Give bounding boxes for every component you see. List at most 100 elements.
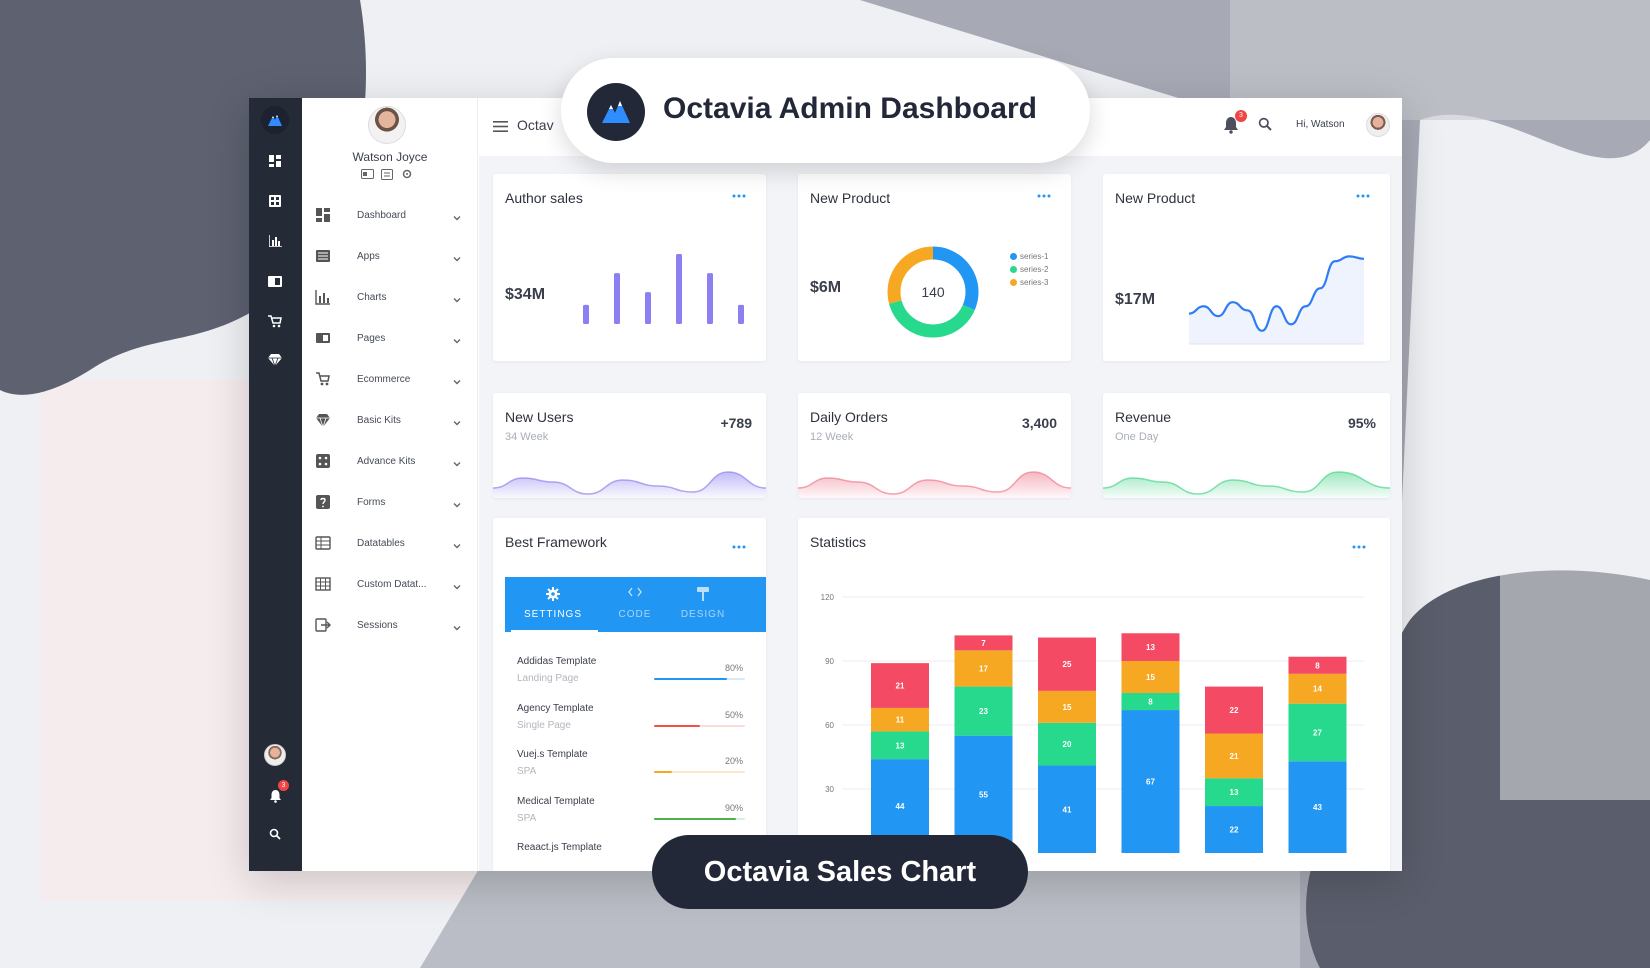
bell-icon[interactable] [1223, 116, 1239, 139]
stat-bar-segment [1121, 661, 1180, 693]
stat-bar-label: 13 [1146, 643, 1155, 652]
progress-track [654, 817, 745, 820]
sidebar-item-dashboard[interactable]: Dashboard [302, 201, 478, 229]
rail-dashboard-icon[interactable] [263, 149, 287, 173]
rail-avatar[interactable] [263, 743, 287, 767]
legend-swatch [1010, 266, 1017, 273]
tab-code[interactable]: CODE [590, 577, 680, 632]
chevron-down-icon [452, 210, 462, 221]
stat-bar-segment [1205, 686, 1263, 734]
avatar [264, 744, 286, 766]
framework-row[interactable]: Vuej.s Template SPA 20% [517, 749, 745, 795]
sidebar-item-ecommerce[interactable]: Ecommerce [302, 365, 478, 393]
sidebar-item-label: Apps [357, 250, 380, 262]
stat-bar-label: 25 [1063, 660, 1072, 669]
message-icon[interactable] [380, 168, 394, 180]
banner-title: Octavia Admin Dashboard [663, 92, 1037, 125]
sidebar-item-custom-datat[interactable]: Custom Datat... [302, 570, 478, 598]
sidebar-item-label: Basic Kits [357, 414, 401, 426]
sidebar-item-pages[interactable]: Pages [302, 324, 478, 352]
sidebar-item-label: Advance Kits [357, 455, 416, 467]
profile-actions [360, 168, 414, 180]
sidebar-item-label: Charts [357, 291, 387, 303]
legend-item[interactable]: series-1 [1010, 250, 1048, 263]
stat-bar-segment [1121, 693, 1180, 711]
banner-footer: Octavia Sales Chart [703, 856, 977, 888]
framework-type: Single Page [517, 719, 571, 731]
author-sales-bar [676, 254, 682, 324]
rail-apps-icon[interactable] [263, 189, 287, 213]
rail-notification-badge: 3 [278, 780, 289, 791]
y-tick-label: 30 [825, 785, 834, 794]
menu-icon[interactable] [493, 119, 508, 137]
tab-design[interactable]: DESIGN [658, 577, 748, 632]
sidebar-item-basic-kits[interactable]: Basic Kits [302, 406, 478, 434]
more-options-icon[interactable] [1356, 194, 1370, 198]
user-greeting[interactable]: Hi, Watson [1296, 119, 1345, 130]
daily-orders-card: Daily Orders 12 Week 3,400 [798, 393, 1071, 498]
framework-type: SPA [517, 766, 537, 777]
rail-logo-icon[interactable] [261, 106, 289, 134]
id-card-icon[interactable] [360, 168, 374, 180]
sidebar-item-datatables[interactable]: Datatables [302, 529, 478, 557]
framework-row[interactable]: Reaact.js Template [517, 842, 745, 871]
card-value: 3,400 [1021, 415, 1057, 431]
more-options-icon[interactable] [732, 194, 746, 198]
rail-charts-icon[interactable] [263, 229, 287, 253]
settings-gear-icon[interactable] [400, 168, 414, 180]
y-tick-label: 120 [821, 593, 835, 602]
legend-item[interactable]: series-3 [1010, 276, 1048, 289]
more-options-icon[interactable] [1352, 545, 1366, 549]
donut-center-value: 140 [921, 284, 945, 300]
user-avatar[interactable] [1366, 113, 1390, 137]
stat-bar-segment [954, 735, 1013, 853]
search-icon[interactable] [1258, 117, 1272, 136]
sidebar-item-sessions[interactable]: Sessions [302, 611, 478, 639]
chevron-down-icon [452, 497, 462, 508]
framework-row[interactable]: Addidas Template Landing Page 80% [517, 656, 745, 702]
card-value: 95% [1347, 415, 1376, 431]
statistics-stacked-bar-chart: 120 90 60 30 44 13 11 21 55 23 17 7 41 20 15 25 67 8 15 13 2… [821, 593, 1364, 853]
chevron-down-icon [452, 620, 462, 631]
sidebar-item-forms[interactable]: Forms [302, 488, 478, 516]
revenue-sparkline [1103, 471, 1390, 498]
line-chart-series [1189, 255, 1365, 332]
framework-row[interactable]: Agency Template Single Page 50% [517, 703, 745, 749]
sidebar-item-label: Sessions [357, 619, 398, 631]
framework-name: Agency Template [517, 702, 594, 714]
stat-bar-label: 44 [896, 802, 905, 811]
daily-orders-sparkline [798, 471, 1071, 498]
legend-item[interactable]: series-2 [1010, 263, 1048, 276]
rail-cart-icon[interactable] [263, 309, 287, 333]
stat-bar-label: 22 [1230, 826, 1239, 835]
more-options-icon[interactable] [732, 545, 746, 549]
stat-bar-label: 7 [981, 639, 986, 648]
rail-diamond-icon[interactable] [263, 348, 287, 372]
framework-percent: 90% [724, 802, 743, 813]
dashboard-window: 3 Watson Joyce Dashboard Apps Charts Pages E… [249, 98, 1402, 871]
tab-settings[interactable]: SETTINGS [508, 577, 598, 632]
framework-percent: 20% [724, 756, 743, 766]
stat-bar-label: 67 [1146, 778, 1155, 787]
profile-avatar[interactable] [368, 106, 406, 144]
gear-icon [508, 587, 598, 601]
sidebar-item-label: Dashboard [357, 209, 406, 221]
pages-icon [315, 330, 331, 346]
stat-bar-label: 22 [1230, 706, 1239, 715]
stat-bar-label: 17 [979, 664, 988, 673]
sidebar-item-charts[interactable]: Charts [302, 283, 478, 311]
stat-bar-label: 41 [1063, 805, 1072, 814]
rail-pages-icon[interactable] [263, 269, 287, 293]
card-subtitle: One Day [1115, 431, 1159, 443]
sidebar-item-apps[interactable]: Apps [302, 242, 478, 270]
sparkline-line [493, 471, 766, 495]
card-title: Daily Orders [810, 409, 888, 425]
more-options-icon[interactable] [1037, 194, 1051, 198]
rail-search-icon[interactable] [263, 822, 287, 846]
rail-bell-icon[interactable]: 3 [263, 780, 289, 808]
stat-bar-label: 15 [1146, 673, 1155, 682]
profile-name: Watson Joyce [352, 150, 428, 164]
stat-bar-label: 21 [1230, 752, 1239, 761]
framework-row[interactable]: Medical Template SPA 90% [517, 796, 745, 842]
sidebar-item-advance-kits[interactable]: Advance Kits [302, 447, 478, 475]
